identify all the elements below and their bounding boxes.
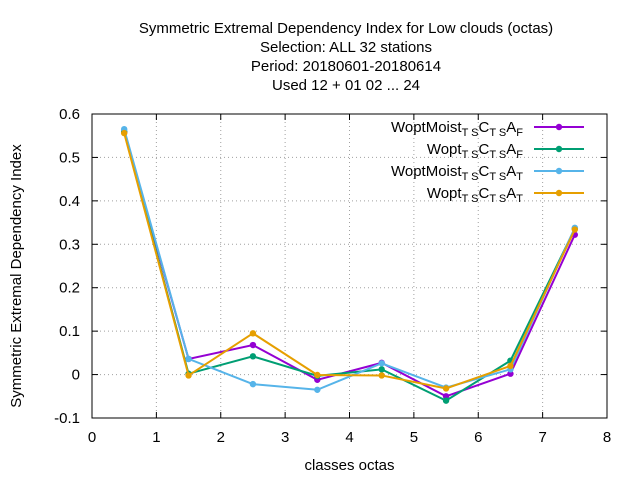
y-tick-label: -0.1 [54,410,80,427]
title-line-3: Period: 20180601-20180614 [251,58,441,75]
series-line-3 [123,128,576,391]
x-tick-label: 7 [538,429,546,446]
legend-marker [555,123,563,131]
title-line-2: Selection: ALL 32 stations [260,39,432,56]
data-point [571,226,579,233]
legend-marker [555,189,563,197]
data-point [120,129,128,137]
data-point [442,397,450,404]
y-tick-label: 0.5 [59,149,80,166]
data-point [185,372,192,379]
data-point [442,385,450,392]
legend-marker [555,145,563,153]
chart-title: Symmetric Extremal Dependency Index for … [139,20,553,94]
data-point [249,380,257,388]
x-tick-label: 0 [88,429,96,446]
data-point [249,341,257,349]
x-tick-label: 8 [603,429,611,446]
series-line-1 [123,131,576,398]
y-tick-label: 0.3 [59,236,80,253]
x-tick-label: 2 [217,429,225,446]
title-line-4: Used 12 + 01 02 ... 24 [272,77,420,94]
y-tick-label: 0.2 [59,280,80,297]
data-point [378,372,385,379]
y-tick-label: 0.1 [59,323,80,340]
x-tick-label: 3 [281,429,289,446]
legend-entry-label: WoptMoistT SCT SAF [391,119,523,139]
series-lines [120,126,579,404]
data-point [185,355,192,363]
y-axis-label: Symmetric Extremal Dependency Index [8,144,25,408]
data-point [378,366,385,373]
y-tick-label: 0.4 [59,193,80,210]
data-point [314,371,321,379]
data-point [507,362,514,370]
grid [92,114,607,418]
x-tick-label: 5 [410,429,418,446]
y-tick-label: 0 [72,367,80,384]
x-tick-label: 6 [474,429,482,446]
y-tick-label: 0.6 [59,106,80,123]
data-point [249,353,257,360]
legend-marker [555,167,563,175]
ticks: 0 1 2 3 4 5 6 7 8 -0.1 0 0.1 0.2 0.3 0.4 0.5 0.6 [54,106,611,446]
series-line-4 [123,132,576,390]
x-tick-label: 1 [152,429,160,446]
x-tick-label: 4 [345,429,353,446]
series-line-2 [123,131,576,402]
title-line-1: Symmetric Extremal Dependency Index for … [139,20,553,37]
legend-entry-label: WoptMoistT SCT SAT [391,163,523,183]
data-point [249,330,257,337]
legend-entry-label: WoptT SCT SAT [427,185,523,205]
x-axis-label: classes octas [304,457,394,474]
data-point [378,360,385,367]
data-point [314,386,321,393]
legend-entry-label: WoptT SCT SAF [427,141,523,161]
